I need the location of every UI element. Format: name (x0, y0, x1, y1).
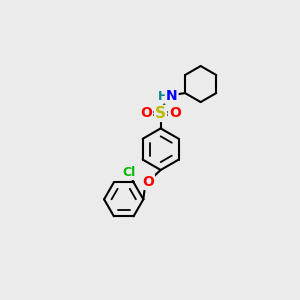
Text: Cl: Cl (122, 166, 136, 179)
Text: S: S (155, 106, 166, 121)
Text: N: N (166, 89, 178, 103)
Text: O: O (142, 175, 154, 189)
Text: O: O (169, 106, 181, 120)
Text: H: H (158, 90, 168, 103)
Text: O: O (140, 106, 152, 120)
